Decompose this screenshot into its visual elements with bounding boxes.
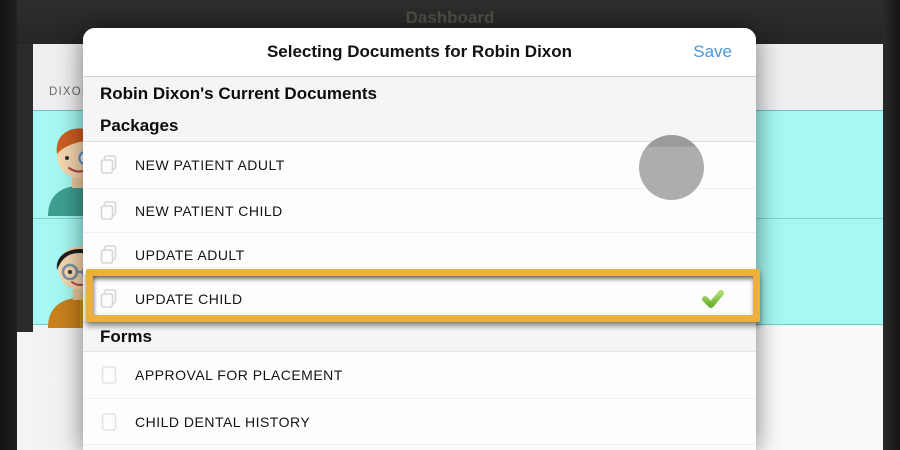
document-row-label: NEW PATIENT CHILD bbox=[135, 202, 283, 219]
form-page-icon bbox=[100, 365, 120, 385]
right-bezel bbox=[883, 0, 900, 450]
modal-titlebar: Selecting Documents for Robin Dixon Save bbox=[83, 28, 756, 77]
left-bezel bbox=[0, 0, 17, 450]
package-copy-icon bbox=[100, 244, 120, 265]
document-row-label: UPDATE ADULT bbox=[135, 246, 245, 263]
save-button[interactable]: Save bbox=[693, 42, 732, 61]
document-row-approval-for-placement[interactable]: APPROVAL FOR PLACEMENT bbox=[83, 352, 756, 399]
dashboard-title: Dashboard bbox=[405, 8, 495, 27]
document-row-new-patient-child[interactable]: NEW PATIENT CHILD bbox=[83, 189, 756, 233]
modal-title: Selecting Documents for Robin Dixon bbox=[266, 42, 573, 61]
left-rail bbox=[17, 44, 33, 332]
package-copy-icon bbox=[100, 155, 120, 175]
document-row-update-child[interactable]: UPDATE CHILD bbox=[83, 277, 756, 322]
packages-section-header: Packages bbox=[100, 116, 179, 135]
document-selection-modal: Selecting Documents for Robin Dixon Save… bbox=[83, 28, 756, 450]
touch-indicator-circle bbox=[639, 135, 704, 200]
package-copy-icon bbox=[100, 200, 120, 221]
document-row-label: NEW PATIENT ADULT bbox=[135, 157, 285, 173]
current-documents-header: Robin Dixon's Current Documents bbox=[100, 84, 378, 103]
package-copy-icon bbox=[100, 289, 120, 309]
forms-section-header: Forms bbox=[83, 322, 756, 352]
document-row-child-dental-history[interactable]: CHILD DENTAL HISTORY bbox=[83, 399, 756, 445]
patient-tab-label: DIXON bbox=[49, 86, 92, 98]
form-page-icon bbox=[100, 412, 120, 432]
section-headers: Robin Dixon's Current Documents Packages bbox=[83, 77, 756, 142]
document-row-update-adult[interactable]: UPDATE ADULT bbox=[83, 233, 756, 277]
document-row-label: UPDATE CHILD bbox=[135, 291, 243, 307]
selected-check-icon bbox=[701, 288, 725, 310]
document-row-label: APPROVAL FOR PLACEMENT bbox=[135, 367, 343, 383]
document-row-label: CHILD DENTAL HISTORY bbox=[135, 413, 311, 430]
